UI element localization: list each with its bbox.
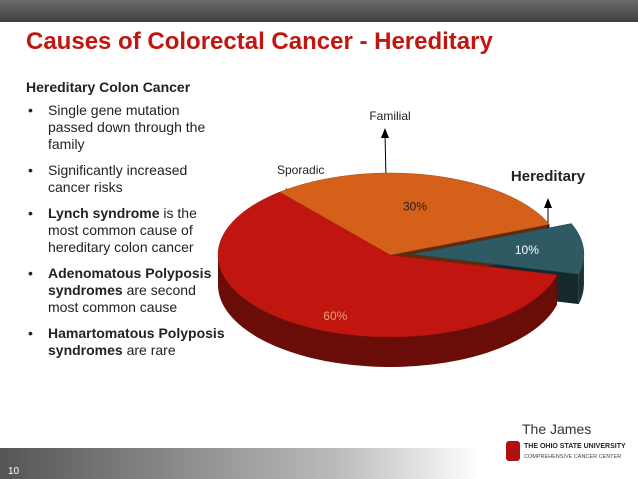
subtitle: Hereditary Colon Cancer — [26, 79, 191, 95]
bullet: Adenomatous Polyposis syndromes are seco… — [26, 265, 226, 316]
brand: The James — [522, 421, 592, 437]
logo — [506, 441, 520, 461]
center-name: Comprehensive Cancer Center — [524, 454, 622, 460]
arrowhead — [381, 128, 389, 138]
bullet-text: Significantly increased cancer risks — [48, 162, 188, 195]
value-label: 60% — [323, 309, 347, 323]
university: The Ohio State University — [524, 443, 626, 450]
bullet-text: are second most common cause — [48, 282, 196, 315]
bullet-text: Single gene mutation passed down through… — [48, 102, 206, 152]
slide-title: Causes of Colorectal Cancer - Hereditary — [26, 28, 493, 55]
arrowhead — [544, 198, 552, 208]
value-label: 30% — [403, 199, 427, 213]
pie-slice — [411, 223, 585, 275]
bottom-bar — [0, 448, 480, 479]
bullet-text: is the most common cause of hereditary c… — [48, 205, 197, 255]
bullet-text: Hamartomatous Polyposis syndromes — [48, 325, 225, 358]
top-bar — [0, 0, 638, 22]
bullet-text: are rare — [122, 342, 176, 358]
bullet: Single gene mutation passed down through… — [26, 102, 226, 153]
pie-slice — [217, 191, 558, 338]
value-label: 10% — [515, 243, 539, 257]
bullet: Hamartomatous Polyposis syndromes are ra… — [26, 325, 226, 359]
category-label: Familial — [369, 109, 410, 123]
pie-slice — [278, 172, 550, 256]
bullet-list: Single gene mutation passed down through… — [26, 102, 226, 368]
bullet-text: Adenomatous Polyposis syndromes — [48, 265, 212, 298]
category-label: Sporadic — [277, 163, 324, 177]
bullet: Lynch syndrome is the most common cause … — [26, 205, 226, 256]
bullet: Significantly increased cancer risks — [26, 162, 226, 196]
bullet-text: Lynch syndrome — [48, 205, 160, 221]
slide-number: 10 — [8, 466, 20, 477]
slice-side — [578, 254, 584, 305]
slice-side — [218, 255, 557, 368]
category-label: Hereditary — [511, 168, 586, 185]
